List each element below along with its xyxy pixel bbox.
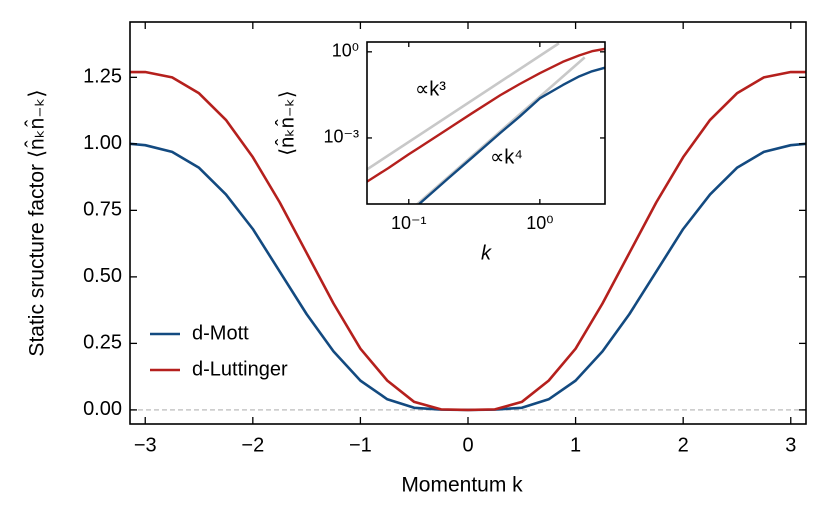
y-tick-label: 1.25 xyxy=(83,66,122,88)
y-axis-label: ⟨n̂ₖn̂₋ₖ⟩ xyxy=(275,90,298,155)
y-tick-label: 0.00 xyxy=(83,398,122,420)
x-tick-label: 1 xyxy=(570,434,581,456)
x-axis-label: Momentum k xyxy=(401,474,523,497)
x-tick-label: 2 xyxy=(678,434,689,456)
x-tick-label: −2 xyxy=(241,434,264,456)
annotation: ∝k⁴ xyxy=(490,146,523,168)
x-tick-label: 3 xyxy=(785,434,796,456)
y-tick-label: 1.00 xyxy=(83,132,122,154)
legend-label: d-Luttinger xyxy=(192,358,288,380)
series-line xyxy=(418,66,605,204)
y-tick-label: 10⁰ xyxy=(332,41,359,61)
y-tick-label: 0.50 xyxy=(83,265,122,287)
axes-frame xyxy=(366,41,606,205)
y-tick-label: 0.25 xyxy=(83,332,122,354)
guide-line xyxy=(367,42,560,171)
series-line xyxy=(130,70,806,412)
y-tick-label: 10⁻³ xyxy=(323,127,359,147)
inset-background xyxy=(367,42,605,204)
plot-area xyxy=(130,70,806,412)
legend-label: d-Mott xyxy=(192,322,249,344)
annotation: ∝k³ xyxy=(415,78,446,100)
plot-area xyxy=(367,42,605,204)
y-tick-label: 0.75 xyxy=(83,199,122,221)
x-tick-label: −1 xyxy=(349,434,372,456)
x-axis-label: k xyxy=(481,242,492,264)
x-tick-label: −3 xyxy=(134,434,157,456)
x-tick-label: 10⁻¹ xyxy=(391,213,427,233)
x-tick-label: 0 xyxy=(462,434,473,456)
y-axis-label: Static sructure factor ⟨n̂ₖn̂₋ₖ⟩ xyxy=(25,89,48,356)
x-tick-label: 10⁰ xyxy=(526,213,553,233)
series-line xyxy=(367,47,605,183)
